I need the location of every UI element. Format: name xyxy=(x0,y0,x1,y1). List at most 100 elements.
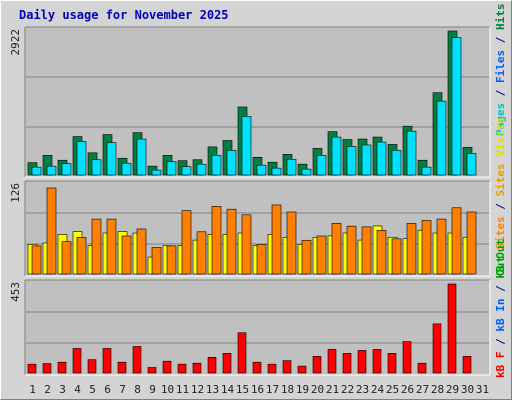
sites-bar xyxy=(121,235,132,275)
plot-panel-3 xyxy=(25,280,490,375)
kbytes-bar xyxy=(462,356,472,374)
legend-middle-part: Sites xyxy=(494,216,507,249)
x-tick-label: 17 xyxy=(266,383,279,396)
kbytes-bar xyxy=(162,360,172,374)
files-bar xyxy=(466,153,477,176)
sites-bar xyxy=(331,223,342,275)
x-tick-label: 25 xyxy=(386,383,399,396)
kbytes-bar xyxy=(57,361,67,374)
sites-bar xyxy=(301,239,312,275)
legend-middle-part: Visits xyxy=(494,117,507,157)
files-bar xyxy=(31,166,42,176)
sites-bar xyxy=(361,226,372,275)
files-bar xyxy=(361,144,372,176)
x-tick-label: 19 xyxy=(296,383,309,396)
sites-bar xyxy=(106,218,117,275)
x-tick-label: 29 xyxy=(446,383,459,396)
sites-bar xyxy=(421,220,432,275)
x-tick-label: 22 xyxy=(341,383,354,396)
legend-bottom-part: kB Out xyxy=(494,239,507,279)
kbytes-bar xyxy=(177,363,187,374)
legend-middle-part: / xyxy=(494,197,507,217)
x-tick-label: 8 xyxy=(134,383,141,396)
sites-bar xyxy=(391,238,402,275)
files-bar xyxy=(106,142,117,176)
sites-bar xyxy=(166,245,177,275)
chart-title: Daily usage for November 2025 xyxy=(19,8,229,22)
sites-bar xyxy=(76,237,87,275)
sites-bar xyxy=(346,225,357,275)
legend-top-part: Pages xyxy=(494,103,507,136)
files-bar xyxy=(91,159,102,176)
sites-bar xyxy=(226,208,237,275)
x-tick-label: 30 xyxy=(461,383,474,396)
files-bar xyxy=(76,141,87,176)
x-tick-label: 1 xyxy=(29,383,36,396)
legend-top: Pages / Files / Hits xyxy=(494,4,507,137)
files-bar xyxy=(271,167,282,176)
x-tick-label: 31 xyxy=(476,383,489,396)
kbytes-bar xyxy=(297,365,307,374)
files-bar xyxy=(196,163,207,176)
sites-bar xyxy=(466,211,477,275)
sites-bar xyxy=(406,223,417,275)
legend-top-part: Hits xyxy=(494,4,507,31)
files-bar xyxy=(136,138,147,176)
files-bar xyxy=(226,150,237,176)
kbytes-bar xyxy=(132,346,142,374)
files-bar xyxy=(301,168,312,176)
x-tick-label: 11 xyxy=(176,383,189,396)
y-max-label-1: 2922 xyxy=(9,29,22,56)
files-bar xyxy=(421,166,432,176)
x-tick-label: 5 xyxy=(89,383,96,396)
x-tick-label: 14 xyxy=(221,383,235,396)
sites-bar xyxy=(316,235,327,275)
x-tick-label: 20 xyxy=(311,383,324,396)
files-bar xyxy=(406,130,417,176)
sites-bar xyxy=(31,245,42,275)
kbytes-bar xyxy=(147,367,157,374)
files-bar xyxy=(256,164,267,176)
sites-bar xyxy=(151,247,162,275)
sites-bar xyxy=(436,218,447,275)
legend-top-part: / xyxy=(494,30,507,50)
files-bar xyxy=(166,161,177,176)
x-tick-label: 10 xyxy=(161,383,174,396)
files-bar xyxy=(316,155,327,176)
kbytes-bar xyxy=(102,348,112,374)
x-tick-label: 9 xyxy=(149,383,156,396)
x-tick-label: 21 xyxy=(326,383,339,396)
x-tick-label: 28 xyxy=(431,383,444,396)
legend-bottom: kB F / kB In / kB Out xyxy=(494,239,507,378)
kbytes-bar xyxy=(282,360,292,374)
legend-top-part: Files xyxy=(494,50,507,83)
files-bar xyxy=(46,165,57,176)
kbytes-bar xyxy=(252,361,262,374)
kbytes-bar xyxy=(72,348,82,374)
sites-bar xyxy=(91,218,102,275)
legend-middle-part: Sites xyxy=(494,163,507,196)
sites-bar xyxy=(136,228,147,275)
files-bar xyxy=(61,163,72,176)
x-tick-label: 13 xyxy=(206,383,219,396)
kbytes-bar xyxy=(447,283,457,374)
files-bar xyxy=(286,158,297,176)
sites-bar xyxy=(46,187,57,275)
x-tick-label: 26 xyxy=(401,383,414,396)
y-max-label-2: 126 xyxy=(9,183,22,203)
kbytes-bar xyxy=(117,361,127,374)
files-bar xyxy=(436,100,447,176)
legend-middle: Out Sites / Sites Visits xyxy=(494,117,507,276)
files-bar xyxy=(391,150,402,176)
kbytes-bar xyxy=(342,353,352,374)
files-bar xyxy=(151,169,162,176)
kbytes-bar xyxy=(387,353,397,374)
kbytes-bar xyxy=(42,363,52,374)
files-bar xyxy=(181,166,192,176)
kbytes-bar xyxy=(417,362,427,374)
legend-bottom-part: / xyxy=(494,279,507,299)
legend-middle-part xyxy=(494,157,507,164)
kbytes-bar xyxy=(402,341,412,374)
y-max-label-3: 453 xyxy=(9,282,22,302)
